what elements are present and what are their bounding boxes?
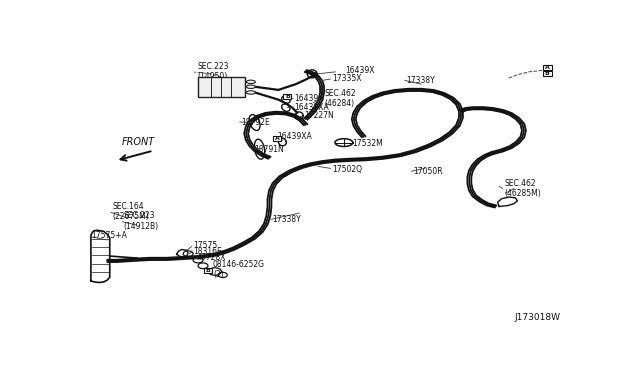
Bar [543, 71, 552, 76]
Bar [284, 94, 291, 99]
Text: A: A [275, 136, 280, 141]
Text: 16439XA: 16439XA [277, 132, 312, 141]
Text: B: B [285, 94, 290, 99]
Ellipse shape [246, 80, 255, 84]
Text: SEC.164
(22675M): SEC.164 (22675M) [112, 202, 149, 221]
Bar [543, 65, 552, 70]
Text: SEC.223
(14950): SEC.223 (14950) [197, 62, 228, 81]
Text: 17338Y: 17338Y [273, 215, 301, 224]
Bar [198, 77, 245, 97]
Text: 17532M: 17532M [352, 139, 383, 148]
Bar [204, 268, 212, 273]
Bar [273, 136, 282, 141]
Text: SEC.462
(46285M): SEC.462 (46285M) [504, 179, 541, 198]
Text: SEC.223
(14912B): SEC.223 (14912B) [124, 211, 159, 231]
Text: B: B [205, 268, 211, 273]
Text: 18791N: 18791N [255, 145, 284, 154]
Text: 17227N: 17227N [304, 111, 334, 120]
Text: A: A [545, 65, 550, 70]
Text: 16439X: 16439X [294, 94, 324, 103]
Text: 08146-6252G
(2): 08146-6252G (2) [213, 260, 265, 279]
Ellipse shape [246, 85, 255, 89]
Text: 17050R: 17050R [413, 167, 443, 176]
Text: 18316E: 18316E [193, 247, 222, 256]
Text: B: B [545, 71, 550, 76]
Text: 17575: 17575 [193, 241, 218, 250]
Text: 17335X: 17335X [332, 74, 362, 83]
Text: 17502Q: 17502Q [332, 165, 362, 174]
Text: 16439XA: 16439XA [294, 103, 329, 112]
Text: J173018W: J173018W [514, 313, 560, 322]
Text: FRONT: FRONT [122, 137, 155, 147]
Text: 17575+A: 17575+A [91, 231, 127, 240]
Text: 17338Y: 17338Y [406, 76, 435, 85]
Text: 16439X: 16439X [346, 67, 375, 76]
Text: 18792E: 18792E [241, 118, 270, 127]
Text: 49728X: 49728X [196, 253, 226, 262]
Ellipse shape [246, 91, 255, 94]
Text: SEC.462
(46284): SEC.462 (46284) [324, 89, 356, 108]
